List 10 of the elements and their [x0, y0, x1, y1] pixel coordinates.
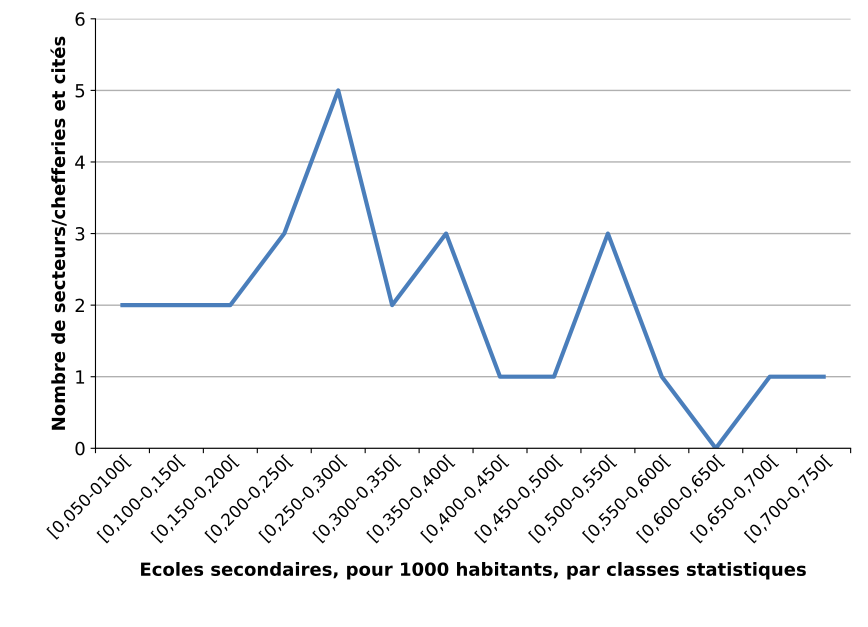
y-tick-label: 5: [76, 84, 84, 98]
y-tick-label: 3: [76, 227, 84, 241]
y-axis-title: Nombre de secteurs/chefferies et cités: [50, 36, 67, 430]
y-tick-label: 0: [75, 442, 85, 456]
y-tick-label: 6: [76, 12, 85, 26]
y-tick-label: 4: [75, 156, 85, 169]
line-series: [120, 88, 826, 448]
x-axis-title: Ecoles secondaires, pour 1000 habitants, par classes statistiques: [141, 562, 806, 580]
y-tick-label: 2: [76, 298, 84, 312]
y-tick-label: 1: [76, 370, 84, 384]
